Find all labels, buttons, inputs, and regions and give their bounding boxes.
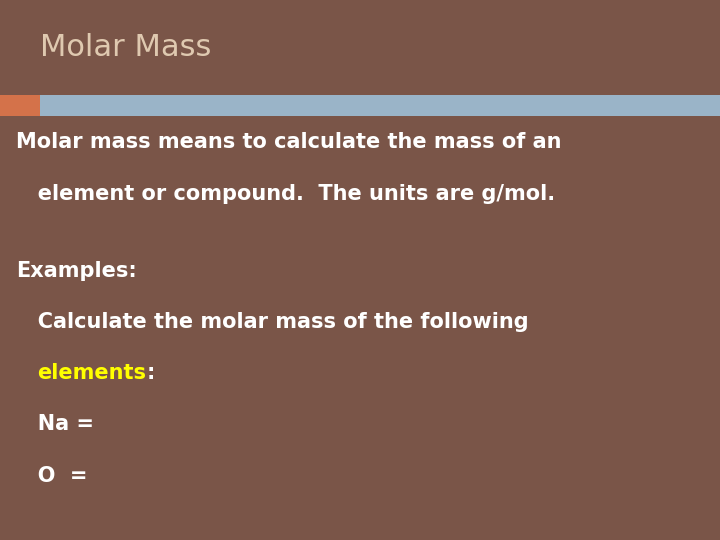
Bar [0, 0, 720, 94]
Text: element or compound.  The units are g/mol.: element or compound. The units are g/mol… [16, 184, 555, 204]
Text: Calculate the molar mass of the following: Calculate the molar mass of the followin… [16, 312, 528, 332]
Text: Na =: Na = [16, 414, 94, 435]
Text: :: : [146, 363, 155, 383]
Bar [40, 94, 720, 116]
Text: elements: elements [37, 363, 146, 383]
Text: Molar mass means to calculate the mass of an: Molar mass means to calculate the mass o… [16, 132, 562, 152]
Bar [0, 94, 40, 116]
Text: Molar Mass: Molar Mass [40, 33, 211, 62]
Text: Examples:: Examples: [16, 260, 137, 281]
Text: O  =: O = [16, 465, 87, 486]
